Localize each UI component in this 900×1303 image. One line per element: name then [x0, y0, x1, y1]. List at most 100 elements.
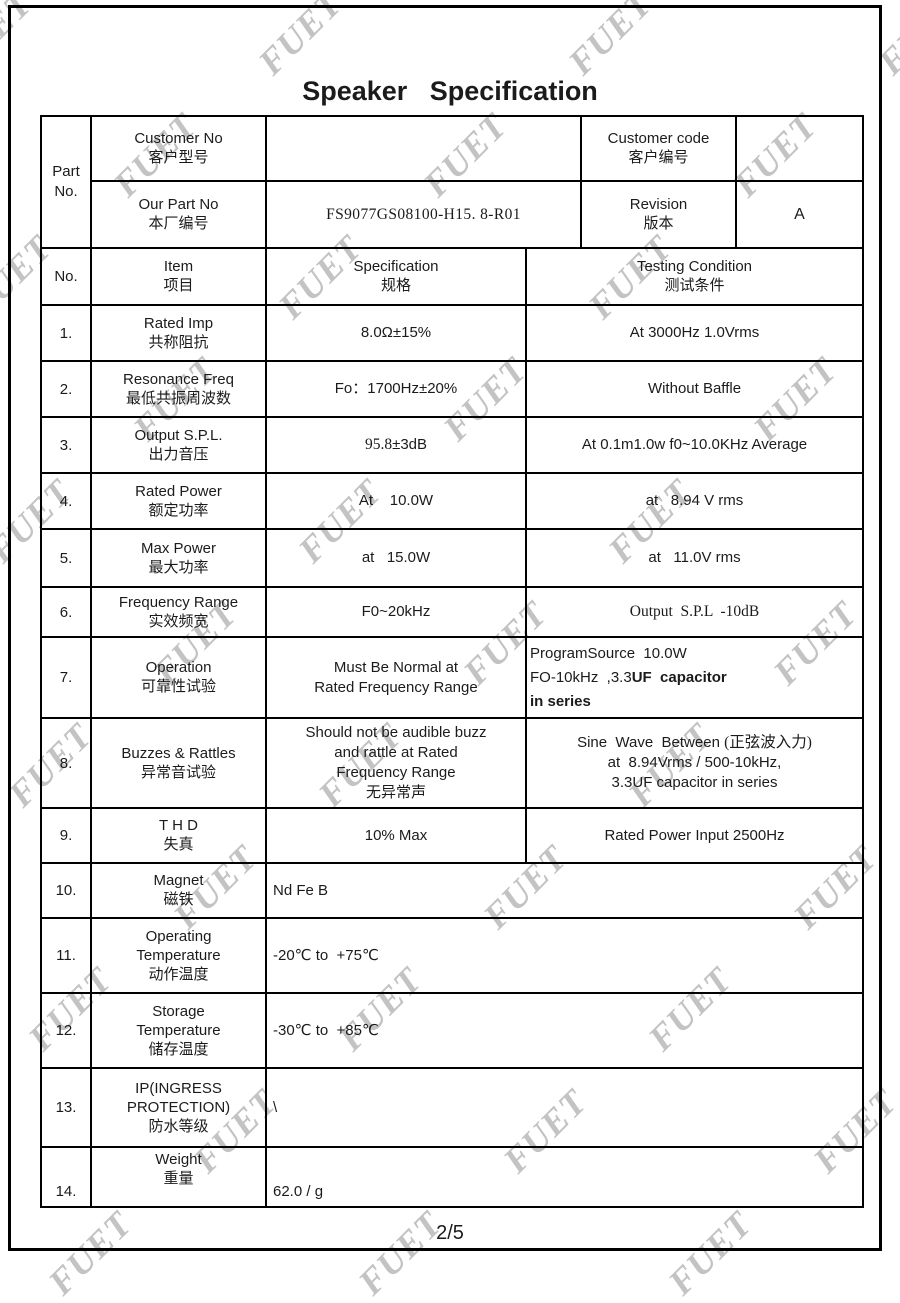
row-11-item-cn: 动作温度 [148, 965, 209, 983]
customer-no-row: Customer No 客户型号 Customer code 客户编号 [92, 117, 862, 182]
page-number: 2/5 [436, 1222, 464, 1244]
row-3-item-cn: 出力音压 [148, 445, 209, 463]
customer-no-value [267, 117, 582, 180]
our-part-no-label-cn: 本厂编号 [148, 215, 209, 232]
row-5-testing-condition: at 11.0V rms [527, 530, 862, 586]
row-5-no: 5. [42, 530, 92, 586]
watermark-text: FUET [870, 0, 900, 83]
row-3-specification: 95.8±3dB [267, 418, 527, 472]
row-3-test-lines: At 0.1m1.0w f0~10.0KHz Average [581, 436, 808, 453]
part-number-section: Part No. Customer No 客户型号 Customer code … [42, 117, 862, 249]
row-9-item-cn: 失真 [163, 836, 194, 853]
row-14-item: Weight 重量 [92, 1148, 267, 1206]
row-12-item-cn: 储存温度 [148, 1040, 209, 1058]
row-1-item-cn: 共称阻抗 [148, 333, 209, 351]
row-8-specification: Should not be audible buzz and rattle at … [267, 719, 527, 807]
row-7-item-cn: 可靠性试验 [140, 678, 216, 695]
row-5-test-lines: at 11.0V rms [648, 549, 741, 566]
row-5-spec-lines: at 15.0W [361, 549, 431, 566]
row-8-no: 8. [42, 719, 92, 807]
row-11-item-en: Operating Temperature [136, 927, 221, 964]
spec-row-8: 8. Buzzes & Rattles 异常音试验 Should not be aud… [42, 719, 862, 809]
row-12-item: Storage Temperature 储存温度 [92, 994, 267, 1067]
header-item-cn: 项目 [163, 277, 194, 294]
revision-label-cn: 版本 [643, 215, 674, 232]
row-6-item: Frequency Range 实效频宽 [92, 588, 267, 636]
row-14-item-en: Weight [155, 1151, 202, 1168]
spec-row-14: 14. Weight 重量 62.0 / g [42, 1148, 862, 1206]
our-part-no-label-en: Our Part No [138, 196, 219, 213]
spec-row-13: 13. IP(INGRESS PROTECTION) 防水等级 \ [42, 1069, 862, 1148]
row-1-no: 1. [42, 306, 92, 360]
row-14-item-cn: 重量 [163, 1170, 194, 1187]
row-1-item: Rated Imp 共称阻抗 [92, 306, 267, 360]
spec-row-12: 12. Storage Temperature 储存温度 -30℃ to +85℃ [42, 994, 862, 1069]
row-8-testing-condition: Sine Wave Between (正弦波入力) at 8.94Vrms / 5… [527, 719, 862, 807]
row-3-item-en: Output S.P.L. [134, 426, 223, 444]
row-5-item-en: Max Power [140, 539, 217, 557]
header-item-en: Item [163, 258, 194, 275]
row-4-specification: At 10.0W [267, 474, 527, 528]
watermark-text: FUET [40, 1203, 140, 1303]
row-2-spec-lines: Fo：1700Hz±20% [334, 380, 458, 397]
page-title: Speaker Specification [302, 76, 598, 107]
row-3-item: Output S.P.L. 出力音压 [92, 418, 267, 472]
revision-value: A [794, 205, 805, 223]
watermark-text: FUET [250, 0, 350, 83]
row-9-testing-condition: Rated Power Input 2500Hz [527, 809, 862, 862]
row-4-item: Rated Power 额定功率 [92, 474, 267, 528]
header-testing-condition-en: Testing Condition [636, 258, 753, 275]
spec-row-6: 6. Frequency Range 实效频宽 F0~20kHz Output S.P.… [42, 588, 862, 638]
row-2-testing-condition: Without Baffle [527, 362, 862, 416]
row-3-spec-lines: 95.8±3dB [364, 436, 428, 453]
row-10-no: 10. [42, 864, 92, 917]
row-6-item-cn: 实效频宽 [148, 612, 209, 630]
table-header-row: No. Item 项目 Specification 规格 Testing Con… [42, 249, 862, 306]
row-1-spec-lines: 8.0Ω±15% [360, 324, 432, 341]
spec-row-10: 10. Magnet 磁铁 Nd Fe B [42, 864, 862, 919]
customer-code-label: Customer code 客户编号 [582, 117, 737, 180]
header-specification-en: Specification [353, 258, 439, 275]
row-10-value-lines: Nd Fe B [273, 881, 329, 899]
row-10-item-cn: 磁铁 [163, 891, 194, 908]
row-13-no: 13. [42, 1069, 92, 1146]
row-6-testing-condition: Output S.P.L -10dB [527, 588, 862, 636]
row-11-item: Operating Temperature 动作温度 [92, 919, 267, 992]
row-11-value-lines: -20℃ to +75℃ [273, 946, 379, 964]
header-testing-condition: Testing Condition 测试条件 [527, 249, 862, 304]
row-2-specification: Fo：1700Hz±20% [267, 362, 527, 416]
header-specification: Specification 规格 [267, 249, 527, 304]
row-11-no: 11. [42, 919, 92, 992]
row-2-no: 2. [42, 362, 92, 416]
spec-row-2: 2. Resonance Freq 最低共振周波数 Fo：1700Hz±20% With… [42, 362, 862, 418]
row-13-item-cn: 防水等级 [148, 1117, 209, 1135]
revision-label: Revision 版本 [582, 182, 737, 247]
row-2-item-cn: 最低共振周波数 [125, 389, 231, 407]
part-no-row-label: Part No. [42, 117, 92, 249]
row-9-no: 9. [42, 809, 92, 862]
row-12-value: -30℃ to +85℃ [267, 994, 862, 1067]
header-testing-condition-cn: 测试条件 [664, 277, 725, 294]
row-12-value-lines: -30℃ to +85℃ [273, 1021, 379, 1039]
row-7-no: 7. [42, 638, 92, 717]
our-part-no-value: FS9077GS08100-H15. 8-R01 [267, 182, 582, 247]
row-5-specification: at 15.0W [267, 530, 527, 586]
spec-row-5: 5. Max Power 最大功率 at 15.0W at 11.0V rms [42, 530, 862, 588]
row-13-value: \ [267, 1069, 862, 1146]
spec-row-1: 1. Rated Imp 共称阻抗 8.0Ω±15% At 3000Hz 1.0Vrms [42, 306, 862, 362]
row-2-item: Resonance Freq 最低共振周波数 [92, 362, 267, 416]
customer-code-label-cn: 客户编号 [628, 149, 689, 166]
revision-label-en: Revision [629, 196, 688, 213]
watermark-text: FUET [350, 1203, 450, 1303]
row-6-specification: F0~20kHz [267, 588, 527, 636]
row-5-item: Max Power 最大功率 [92, 530, 267, 586]
row-14-no: 14. [42, 1148, 92, 1206]
header-specification-cn: 规格 [380, 277, 411, 294]
row-7-item-en: Operation [145, 659, 212, 676]
row-14-value: 62.0 / g [267, 1148, 862, 1206]
row-3-testing-condition: At 0.1m1.0w f0~10.0KHz Average [527, 418, 862, 472]
row-4-no: 4. [42, 474, 92, 528]
row-9-test-lines: Rated Power Input 2500Hz [604, 826, 785, 844]
row-12-item-en: Storage Temperature [136, 1002, 221, 1039]
row-7-spec-lines: Must Be Normal at Rated Frequency Range [314, 658, 478, 696]
